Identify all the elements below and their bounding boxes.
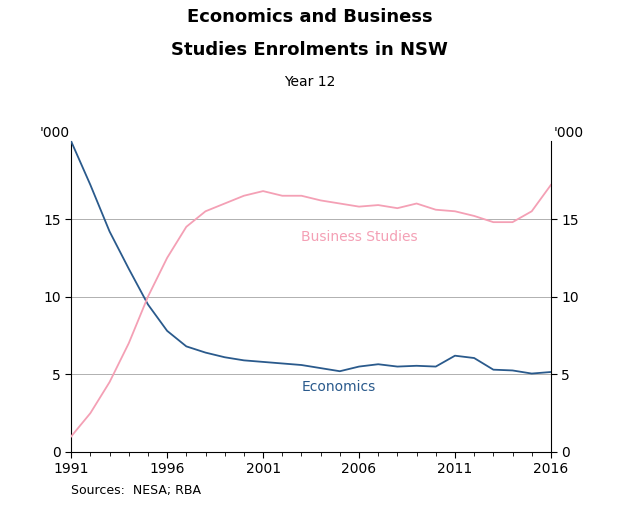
- Text: Sources:  NESA; RBA: Sources: NESA; RBA: [71, 484, 201, 497]
- Text: Studies Enrolments in NSW: Studies Enrolments in NSW: [171, 41, 448, 60]
- Text: Year 12: Year 12: [284, 75, 335, 89]
- Text: Economics: Economics: [301, 380, 376, 394]
- Text: '000: '000: [553, 126, 584, 140]
- Text: '000: '000: [40, 126, 70, 140]
- Text: Economics and Business: Economics and Business: [187, 8, 432, 26]
- Text: Business Studies: Business Studies: [301, 230, 418, 244]
